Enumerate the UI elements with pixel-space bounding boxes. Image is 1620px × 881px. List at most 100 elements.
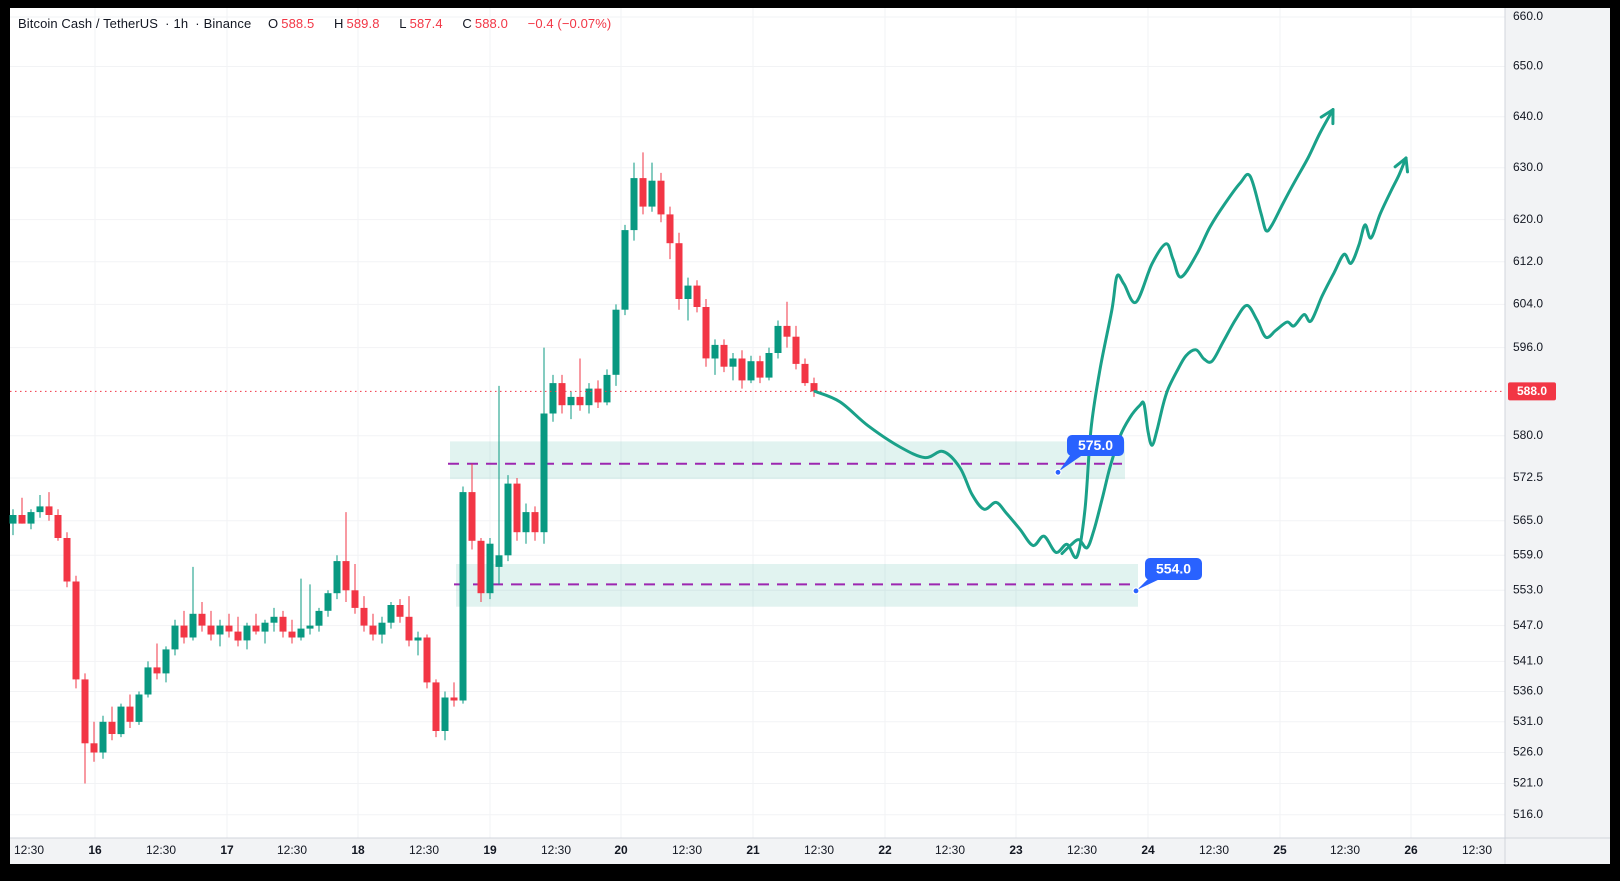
candle	[180, 610, 188, 644]
candle-body	[324, 593, 332, 611]
candle	[783, 301, 791, 348]
candle	[540, 347, 548, 544]
candle	[18, 497, 26, 524]
price-change: −0.4 (−0.07%)	[527, 16, 612, 31]
candle-body	[27, 512, 35, 524]
anchor-dot[interactable]	[1054, 468, 1062, 476]
legend-separator: ·	[165, 16, 170, 31]
candle-body	[603, 374, 611, 403]
price-flag-575.0[interactable]: 575.0	[1054, 435, 1124, 476]
zone-575-band[interactable]	[450, 441, 1125, 480]
price-tick-label: 547.0	[1513, 618, 1543, 632]
candle-body	[747, 361, 755, 381]
candle	[756, 355, 764, 384]
candle-body	[81, 679, 89, 744]
candle-body	[720, 344, 728, 367]
candle-body	[693, 285, 701, 307]
candle	[261, 619, 269, 644]
chart-plot-area[interactable]	[10, 8, 1505, 838]
candle-body	[117, 706, 125, 735]
price-axis[interactable]	[1505, 8, 1610, 864]
time-tick-hour: 12:30	[541, 843, 571, 857]
candle	[9, 509, 17, 536]
candle-body	[261, 622, 269, 632]
candle-body	[702, 307, 710, 359]
price-tick-label: 553.0	[1513, 582, 1543, 596]
grid-lines	[10, 8, 1505, 838]
support-zone-554[interactable]	[454, 564, 1138, 607]
candle	[477, 538, 485, 602]
candle	[27, 509, 35, 530]
exchange-label: Binance	[203, 16, 252, 31]
time-axis[interactable]	[10, 838, 1505, 864]
candle-body	[198, 613, 206, 626]
candle	[243, 622, 251, 650]
candle	[252, 613, 260, 635]
time-tick-day: 17	[220, 843, 234, 857]
candle-body	[207, 625, 215, 635]
candle-body	[72, 581, 80, 680]
flag-box[interactable]	[1145, 558, 1202, 580]
price-tick-label: 536.0	[1513, 684, 1543, 698]
arrowhead-icon	[1393, 156, 1408, 169]
candle-body	[639, 178, 647, 207]
candle-body	[783, 325, 791, 337]
candle	[594, 380, 602, 408]
current-price-line[interactable]: 588.0	[10, 382, 1556, 401]
symbol-name[interactable]: Bitcoin Cash / TetherUS	[18, 16, 159, 31]
candle-body	[423, 637, 431, 683]
price-tick-label: 612.0	[1513, 254, 1543, 268]
candle-body	[432, 682, 440, 731]
candle	[396, 599, 404, 623]
candle-body	[270, 616, 278, 623]
candlestick-series	[9, 152, 818, 784]
candle	[747, 355, 755, 384]
time-tick-hour: 12:30	[277, 843, 307, 857]
candle-body	[279, 616, 287, 632]
candle	[153, 643, 161, 680]
candle-body	[153, 667, 161, 674]
legend-separator: ·	[195, 16, 200, 31]
candle	[801, 358, 809, 386]
candle	[648, 162, 656, 212]
chart-legend[interactable]: Bitcoin Cash / TetherUS · 1h · Binance O 588.…	[18, 16, 614, 31]
flag-price-text: 575.0	[1078, 437, 1113, 453]
price-tick-label: 559.0	[1513, 547, 1543, 561]
candle-body	[540, 413, 548, 533]
candle	[450, 682, 458, 707]
flag-box[interactable]	[1067, 435, 1124, 456]
support-zone-575[interactable]	[448, 441, 1125, 480]
candle-body	[297, 628, 305, 638]
candle-body	[774, 325, 782, 353]
projection-arrow-1[interactable]	[813, 108, 1335, 560]
candle-body	[171, 625, 179, 650]
candle	[765, 347, 773, 381]
candle	[45, 492, 53, 521]
candle	[270, 607, 278, 632]
time-tick-hour: 12:30	[14, 843, 44, 857]
candle	[342, 512, 350, 602]
candle	[441, 691, 449, 741]
candle	[774, 320, 782, 359]
price-tick-label: 580.0	[1513, 428, 1543, 442]
candle-body	[711, 344, 719, 359]
candle-body	[522, 512, 530, 533]
candle	[225, 613, 233, 638]
price-flag-554.0[interactable]: 554.0	[1132, 558, 1202, 595]
current-price-label[interactable]	[1508, 382, 1556, 401]
price-tick-label: 572.5	[1513, 470, 1543, 484]
time-tick-day: 19	[483, 843, 497, 857]
candle-body	[684, 285, 692, 299]
candle-body	[252, 625, 260, 632]
interval-label[interactable]: 1h	[173, 16, 189, 31]
price-tick-label: 565.0	[1513, 513, 1543, 527]
candle-body	[459, 492, 467, 701]
candle	[144, 661, 152, 698]
candle	[549, 374, 557, 422]
anchor-dot[interactable]	[1132, 587, 1140, 595]
candle	[198, 602, 206, 632]
price-tick-label: 541.0	[1513, 654, 1543, 668]
candle-body	[135, 694, 143, 722]
time-tick-day: 23	[1009, 843, 1023, 857]
